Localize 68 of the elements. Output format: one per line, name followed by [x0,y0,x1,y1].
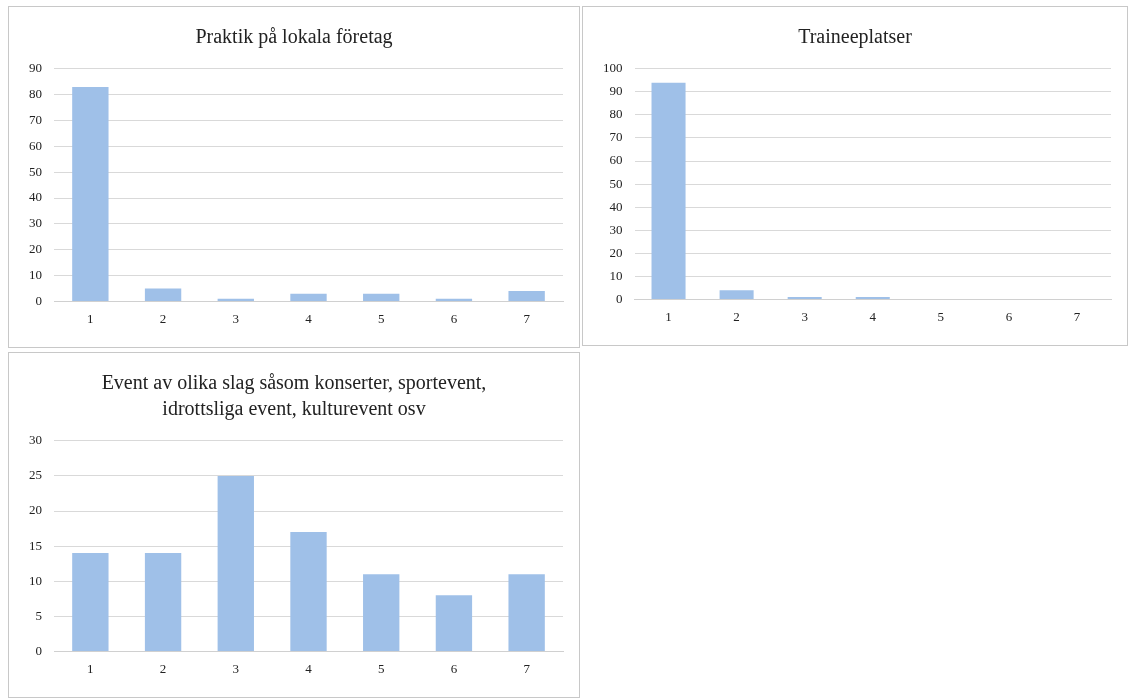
x-tick-label: 6 [450,660,458,676]
bar [72,553,109,651]
y-tick-label: 15 [29,537,42,553]
x-tick-label: 4 [869,308,877,324]
y-tick-label: 0 [616,290,623,306]
y-tick-label: 60 [609,152,623,168]
bar [144,553,182,651]
x-tick-label: 6 [1005,308,1013,324]
y-tick-label: 10 [29,266,42,282]
x-tick-label: 4 [305,310,313,326]
bar [72,86,109,301]
bar [719,290,754,299]
y-tick-label: 20 [29,502,42,518]
bar [435,595,473,651]
x-tick-label: 1 [665,308,672,324]
y-tick-label: 0 [35,292,42,308]
x-tick-label: 4 [305,660,313,676]
bar [290,293,327,301]
bar [217,298,254,301]
x-tick-label: 6 [450,310,458,326]
x-tick-label: 5 [937,308,945,324]
x-tick-label: 2 [733,308,740,324]
y-tick-label: 80 [609,106,623,122]
bar [217,475,254,651]
y-tick-label: 80 [29,86,42,102]
y-tick-label: 10 [609,267,623,283]
chart-title: Event av olika slag såsom konserter, sportevent, idrottsliga event, kulturevent osv [100,370,488,421]
y-tick-label: 30 [29,432,42,448]
y-tick-label: 30 [29,215,42,231]
y-tick-label: 90 [29,60,42,76]
x-tick-label: 2 [159,660,167,676]
bar [651,82,686,299]
bar [508,291,545,301]
x-tick-label: 3 [232,660,240,676]
bar [363,293,400,301]
x-tick-label: 7 [523,310,531,326]
x-tick-label: 7 [523,660,531,676]
y-tick-label: 25 [29,467,42,483]
y-tick-label: 20 [609,244,623,260]
x-tick-label: 5 [377,660,385,676]
x-tick-label: 3 [801,308,808,324]
bar [144,288,182,301]
chart-title: Praktik på lokala företag [194,24,394,49]
y-tick-label: 30 [609,221,623,237]
x-tick-label: 7 [1073,308,1081,324]
bar [435,298,473,301]
x-tick-label: 2 [159,310,167,326]
y-tick-label: 40 [29,189,42,205]
y-tick-label: 20 [29,241,42,257]
bar [508,574,545,651]
y-tick-label: 0 [35,642,42,658]
y-tick-label: 100 [603,60,623,76]
y-tick-label: 90 [609,83,623,99]
chart-title: Traineeplatser [797,24,913,49]
y-tick-label: 50 [609,175,623,191]
y-tick-label: 40 [609,198,623,214]
y-tick-label: 70 [609,129,623,145]
y-tick-label: 5 [35,607,42,623]
x-tick-label: 3 [232,310,240,326]
x-tick-label: 1 [87,660,94,676]
y-tick-label: 10 [29,572,42,588]
x-tick-label: 1 [87,310,94,326]
bar [363,574,400,651]
x-tick-label: 5 [377,310,385,326]
y-tick-label: 70 [29,111,42,127]
y-tick-label: 50 [29,163,42,179]
y-tick-label: 60 [29,137,42,153]
bar [290,532,327,651]
